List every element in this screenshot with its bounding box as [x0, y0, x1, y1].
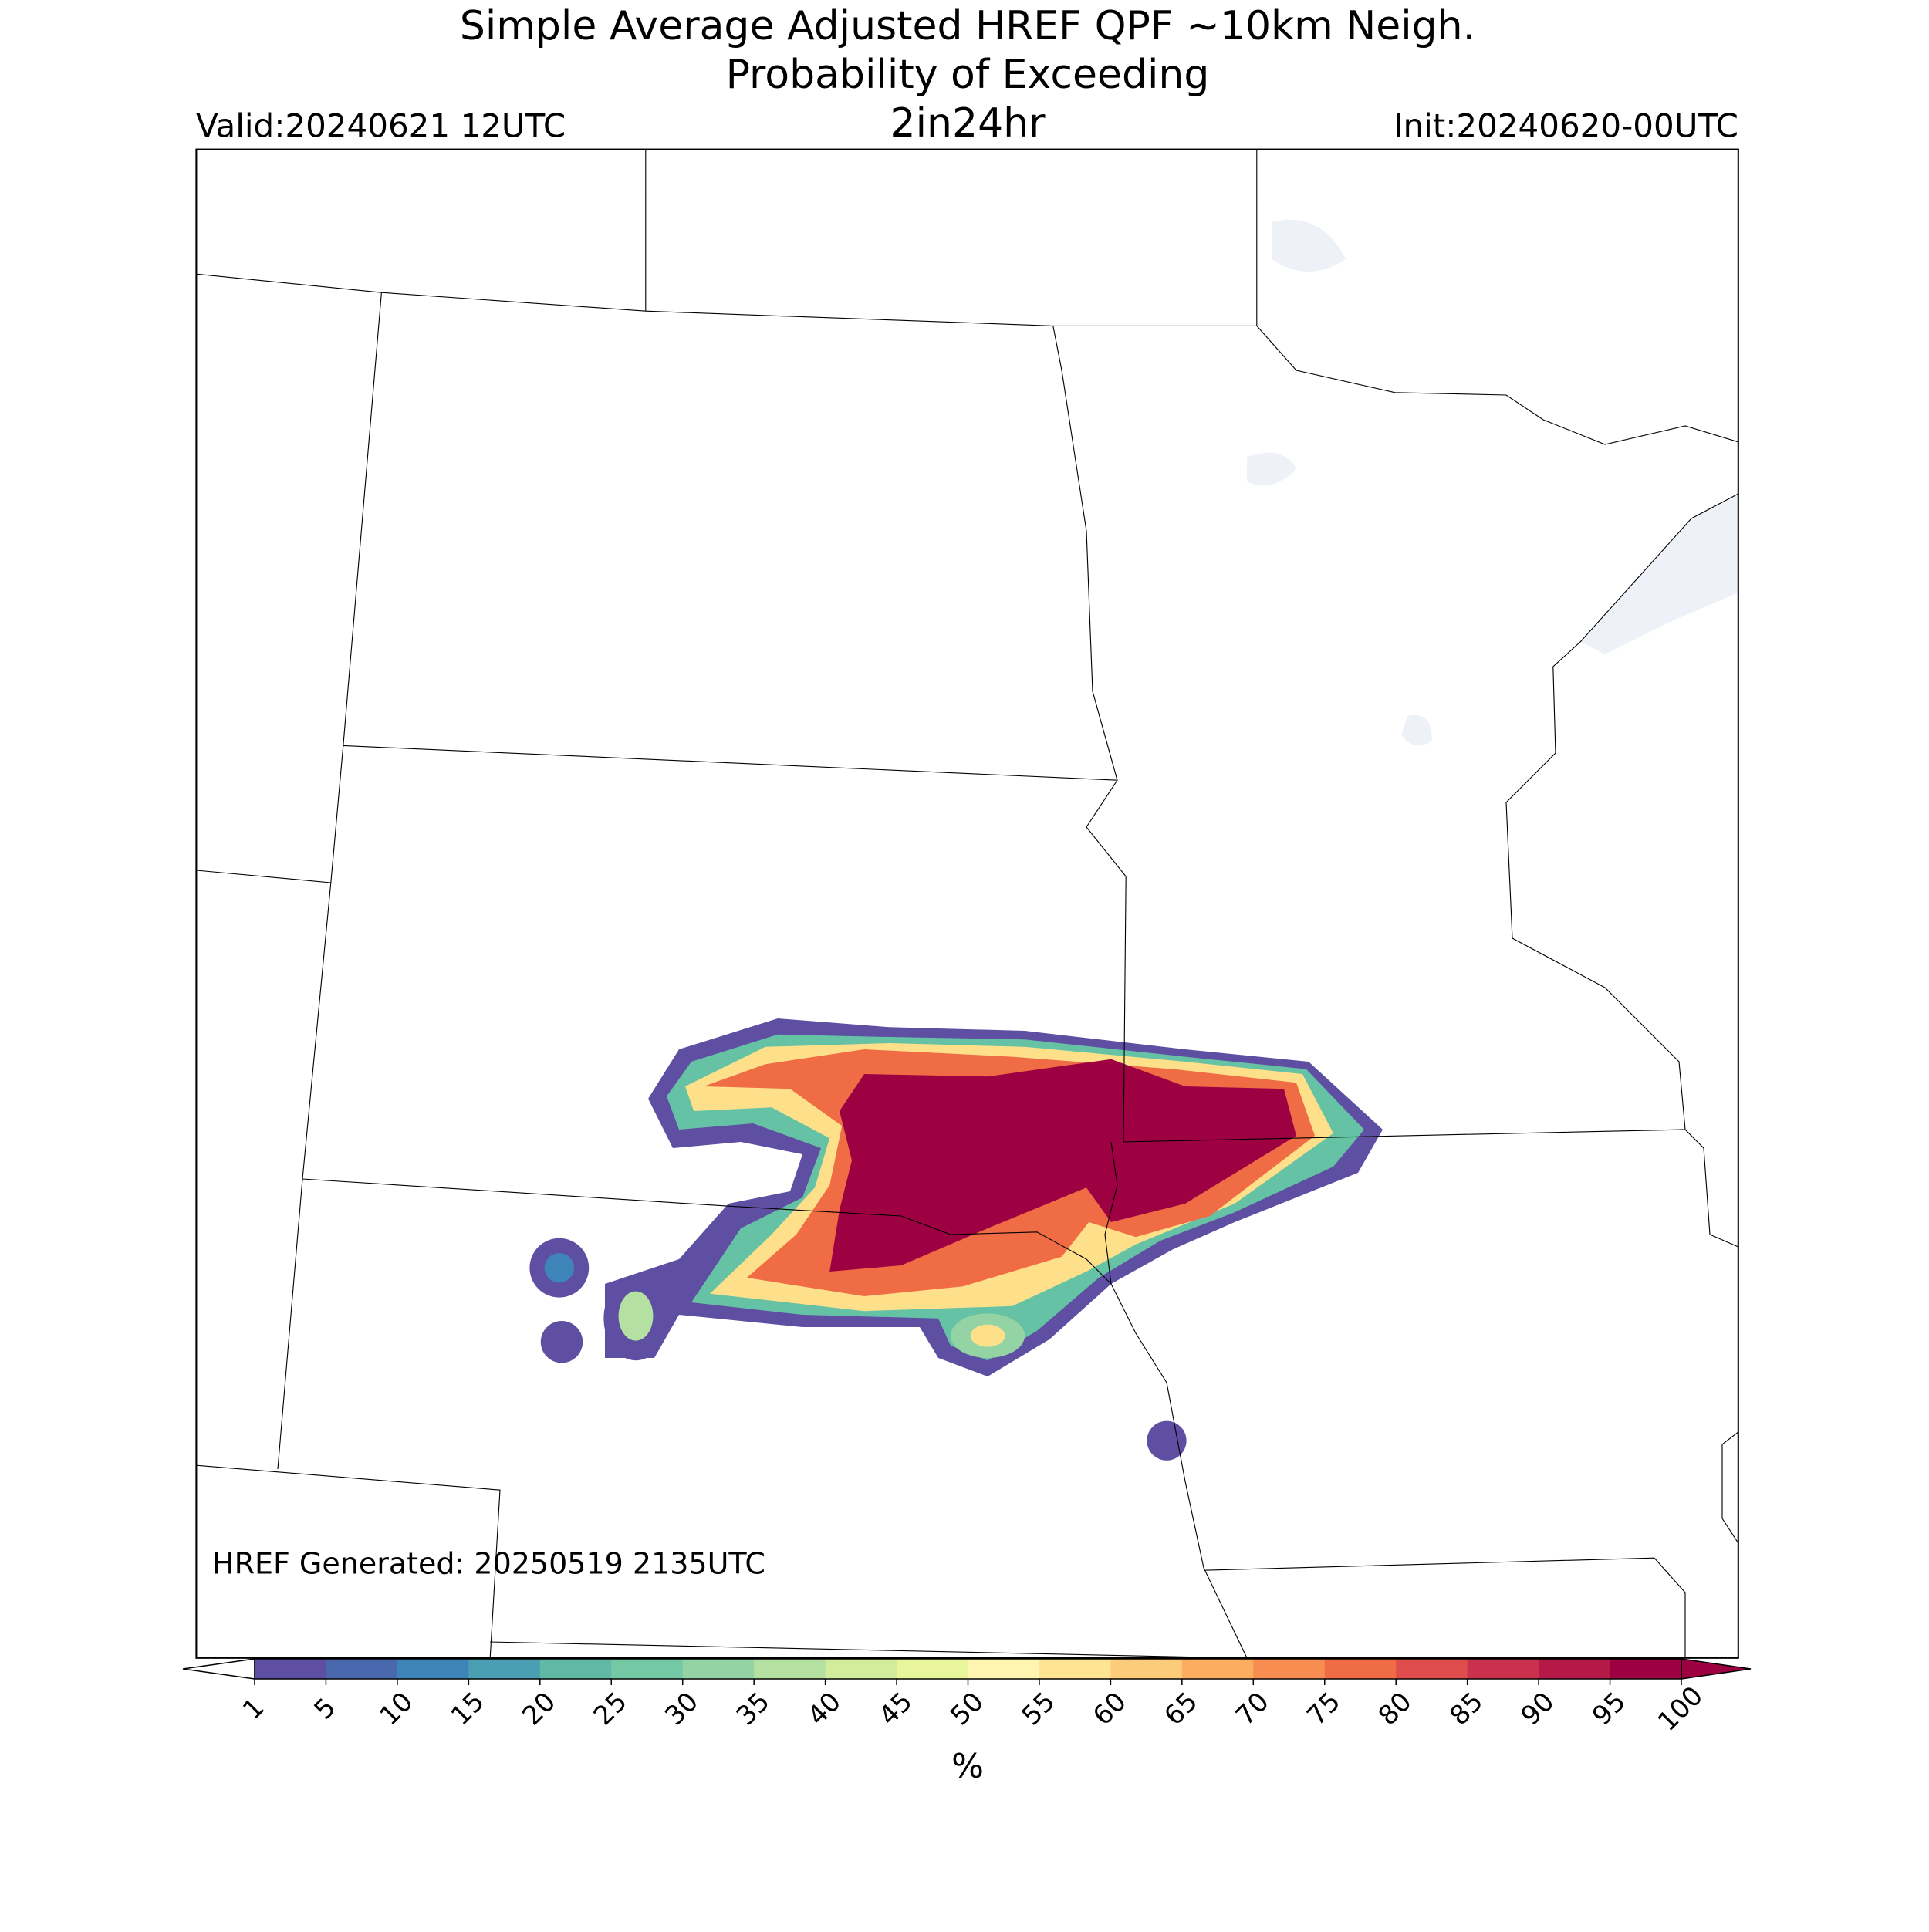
colorbar-segment: [1181, 1659, 1254, 1679]
colorbar-segment: [825, 1659, 897, 1679]
colorbar-segment: [1396, 1659, 1468, 1679]
colorbar-segment: [1324, 1659, 1397, 1679]
colorbar-segment: [1039, 1659, 1111, 1679]
threshold: 2in24hr: [890, 100, 1046, 147]
colorbar-segment: [468, 1659, 541, 1679]
valid-time: Valid:20240621 12UTC: [196, 107, 566, 145]
title: Simple Average Adjusted HREF QPF ~10km N…: [460, 3, 1475, 49]
colorbar-segment: [326, 1659, 398, 1679]
colorbar-segment: [1253, 1659, 1326, 1679]
colorbar-segment: [754, 1659, 826, 1679]
colorbar-segment: [897, 1659, 968, 1679]
colorbar-segment: [1610, 1659, 1682, 1679]
colorbar-segment: [1539, 1659, 1611, 1679]
colorbar-label: %: [951, 1747, 984, 1786]
colorbar-segment: [255, 1659, 326, 1679]
colorbar-segment: [611, 1659, 684, 1679]
colorbar-segment: [1110, 1659, 1183, 1679]
map-frame: [195, 148, 1739, 1659]
colorbar-segment: [1467, 1659, 1539, 1679]
map: [195, 148, 1739, 1659]
probability-field: [529, 1018, 1383, 1461]
colorbar-segment: [397, 1659, 469, 1679]
colorbar-segment: [968, 1659, 1040, 1679]
footnote: HREF Generated: 20250519 2135UTC: [212, 1547, 765, 1581]
colorbar-segment: [539, 1659, 612, 1679]
colorbar-segment: [682, 1659, 755, 1679]
lake: [1580, 494, 1738, 655]
init-time: Init:20240620-00UTC: [1394, 107, 1738, 145]
subtitle: Probability of Exceeding: [726, 52, 1210, 98]
border: [196, 149, 1738, 1658]
